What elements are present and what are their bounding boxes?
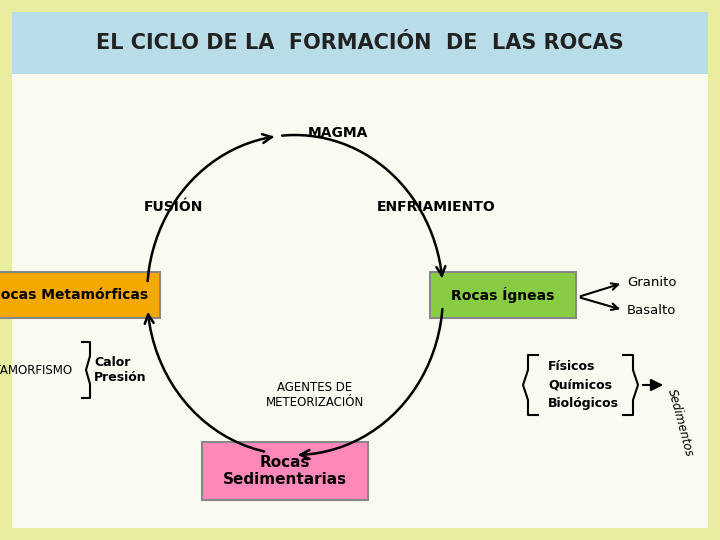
- FancyBboxPatch shape: [0, 272, 160, 318]
- FancyBboxPatch shape: [430, 272, 576, 318]
- FancyBboxPatch shape: [12, 12, 708, 74]
- Text: Calor
Presión: Calor Presión: [94, 356, 147, 384]
- Text: Sedimentos: Sedimentos: [665, 388, 696, 458]
- Text: AGENTES DE
METEORIZACIÓN: AGENTES DE METEORIZACIÓN: [266, 381, 364, 409]
- FancyBboxPatch shape: [202, 442, 368, 500]
- Text: Rocas Metamórficas: Rocas Metamórficas: [0, 288, 148, 302]
- Text: FUSIÓN: FUSIÓN: [144, 200, 203, 214]
- Text: Rocas
Sedimentarias: Rocas Sedimentarias: [223, 455, 347, 487]
- Text: Granito: Granito: [627, 275, 677, 288]
- Text: EL CICLO DE LA  FORMACIÓN  DE  LAS ROCAS: EL CICLO DE LA FORMACIÓN DE LAS ROCAS: [96, 33, 624, 53]
- Text: Basalto: Basalto: [627, 305, 676, 318]
- Text: Rocas Ígneas: Rocas Ígneas: [451, 287, 554, 303]
- Text: Físicos
Químicos
Biológicos: Físicos Químicos Biológicos: [548, 361, 619, 409]
- Text: METAMORFISMO: METAMORFISMO: [0, 363, 73, 376]
- Text: MAGMA: MAGMA: [308, 126, 368, 140]
- FancyBboxPatch shape: [12, 12, 708, 528]
- Text: ENFRIAMIENTO: ENFRIAMIENTO: [377, 200, 495, 214]
